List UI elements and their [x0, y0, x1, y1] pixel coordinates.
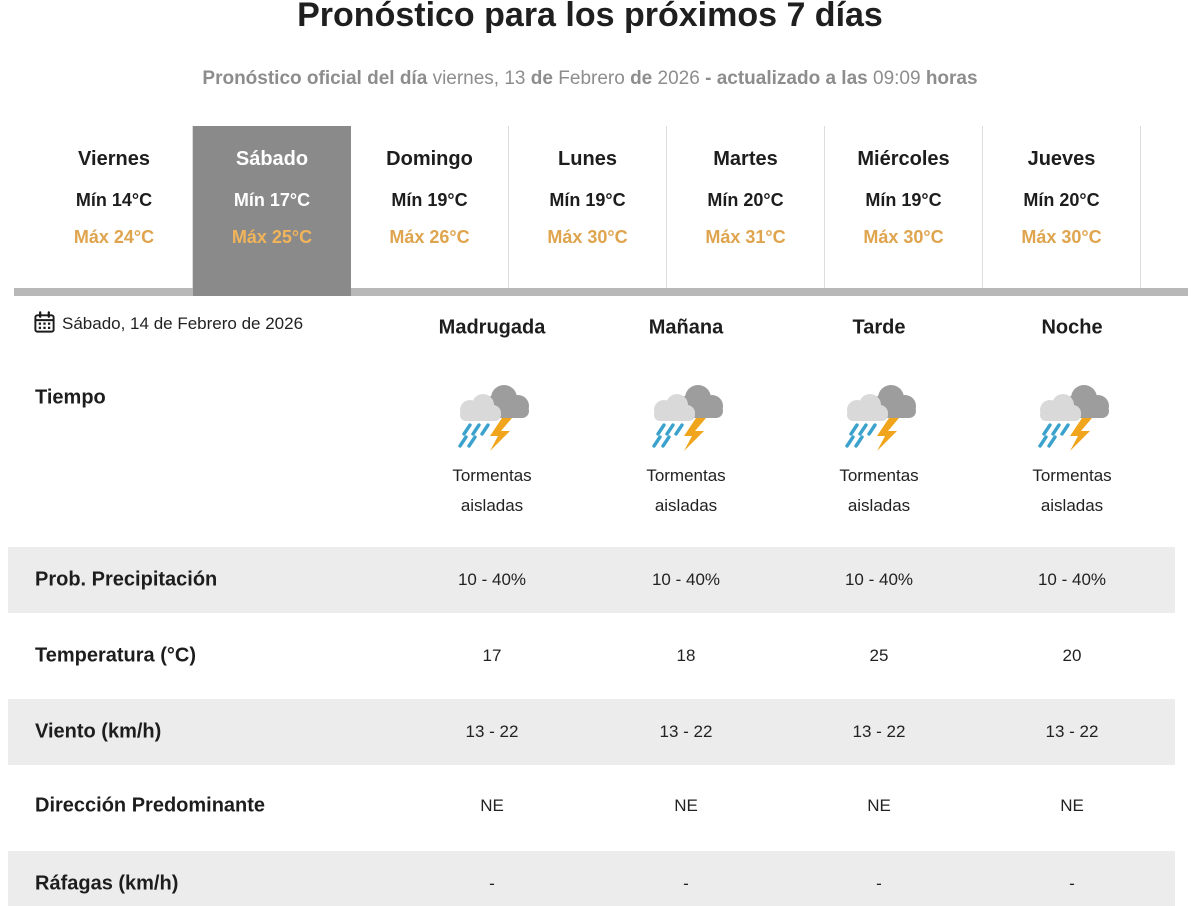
row-band [8, 547, 1175, 613]
viento-value: 13 - 22 [852, 722, 906, 741]
row-label-precipitacion: Prob. Precipitación [35, 568, 218, 591]
precipitacion-value: 10 - 40% [651, 570, 721, 589]
calendar-icon [33, 311, 56, 339]
day-tab-min-temp: Mín 20°C [707, 190, 784, 210]
day-tab-label: Viernes [78, 148, 150, 170]
storm-clouds-lightning-icon [1028, 385, 1116, 456]
subtitle-segment: 09:09 [873, 68, 926, 89]
weather-condition-text: Tormentas aisladas [839, 466, 919, 515]
period-header-manana: Mañana [648, 316, 724, 339]
rafagas-value: - [876, 874, 882, 893]
day-tab-max-temp: Máx 30°C [547, 227, 628, 247]
subtitle-segment: Febrero [558, 68, 631, 89]
row-band [8, 699, 1175, 765]
day-tab-max-temp: Máx 30°C [1021, 227, 1102, 247]
precipitacion-value: 10 - 40% [844, 570, 914, 589]
row-label-direccion: Dirección Predominante [35, 794, 266, 817]
weather-condition-text: Tormentas aisladas [452, 466, 532, 515]
weather-condition-text: Tormentas aisladas [1032, 466, 1112, 515]
day-tab-miercoles[interactable]: Miércoles Mín 19°C Máx 30°C [825, 126, 983, 288]
day-tab-label: Lunes [558, 148, 617, 170]
subtitle-segment: horas [925, 68, 978, 89]
day-tab-min-temp: Mín 19°C [391, 190, 468, 210]
day-tab-label: Sábado [235, 148, 309, 170]
viento-value: 13 - 22 [465, 722, 519, 741]
row-label-temperatura: Temperatura (°C) [35, 644, 196, 667]
row-label-viento: Viento (km/h) [35, 720, 162, 743]
viento-value: 13 - 22 [1045, 722, 1099, 741]
subtitle-segment: de [630, 68, 653, 89]
forecast-subtitle: Pronóstico oficial del día viernes, 13 d… [0, 68, 1180, 90]
weather-condition-text: Tormentas aisladas [646, 466, 726, 515]
day-tab-min-temp: Mín 14°C [75, 190, 153, 210]
day-tab-label: Jueves [1027, 148, 1096, 170]
selected-date-label: Sábado, 14 de Febrero de 2026 [62, 314, 304, 333]
day-tab-min-temp: Mín 17°C [233, 190, 311, 210]
day-tab-lunes[interactable]: Lunes Mín 19°C Máx 30°C [509, 126, 667, 288]
tabs-scrollbar[interactable] [14, 288, 1188, 296]
day-tab-viernes[interactable]: Viernes Mín 14°C Máx 24°C [35, 126, 193, 288]
page-title: Pronóstico para los próximos 7 días [297, 0, 883, 34]
day-tab-label: Domingo [386, 148, 473, 170]
direccion-value: NE [1060, 796, 1084, 815]
day-tab-max-temp: Máx 24°C [73, 227, 155, 247]
rafagas-value: - [489, 874, 495, 893]
subtitle-segment: Pronóstico oficial del día [202, 68, 428, 89]
precipitacion-value: 10 - 40% [1037, 570, 1107, 589]
direccion-value: NE [674, 796, 698, 815]
day-tab-sabado-selected[interactable]: Sábado Mín 17°C Máx 25°C [193, 126, 351, 296]
day-tab-label: Miércoles [857, 148, 950, 170]
weather-cell-madrugada: Tormentas aisladas [417, 380, 567, 521]
period-header-tarde: Tarde [852, 316, 906, 339]
rafagas-value: - [1069, 874, 1075, 893]
temperatura-value: 25 [869, 646, 889, 665]
subtitle-segment: 2026 [657, 68, 706, 89]
weather-cell-tarde: Tormentas aisladas [804, 380, 954, 521]
day-tab-martes[interactable]: Martes Mín 20°C Máx 31°C [667, 126, 825, 288]
temperatura-value: 20 [1062, 646, 1082, 665]
temperatura-value: 17 [482, 646, 502, 665]
weather-cell-manana: Tormentas aisladas [611, 380, 761, 521]
day-tab-min-temp: Mín 20°C [1023, 190, 1100, 210]
day-tab-max-temp: Máx 26°C [389, 227, 470, 247]
precipitacion-value: 10 - 40% [457, 570, 527, 589]
row-label-tiempo: Tiempo [35, 386, 106, 409]
subtitle-segment: de [530, 68, 553, 89]
period-header-noche: Noche [1041, 316, 1103, 339]
day-tab-jueves[interactable]: Jueves Mín 20°C Máx 30°C [983, 126, 1141, 288]
day-tab-domingo[interactable]: Domingo Mín 19°C Máx 26°C [351, 126, 509, 288]
day-tab-min-temp: Mín 19°C [549, 190, 626, 210]
direccion-value: NE [480, 796, 504, 815]
day-tab-max-temp: Máx 25°C [231, 227, 313, 247]
subtitle-segment: - actualizado a las [705, 68, 868, 89]
day-tabs: Viernes Mín 14°C Máx 24°C Sábado Mín 17°… [35, 126, 1141, 296]
period-header-madrugada: Madrugada [438, 316, 546, 339]
rafagas-value: - [683, 874, 689, 893]
temperatura-value: 18 [676, 646, 696, 665]
day-tab-max-temp: Máx 31°C [705, 227, 786, 247]
storm-clouds-lightning-icon [642, 385, 730, 456]
direccion-value: NE [867, 796, 891, 815]
viento-value: 13 - 22 [659, 722, 713, 741]
row-label-rafagas: Ráfagas (km/h) [35, 872, 179, 895]
weather-cell-noche: Tormentas aisladas [997, 380, 1147, 521]
day-tab-label: Martes [713, 148, 778, 170]
subtitle-segment: viernes, 13 [432, 68, 531, 89]
day-tab-min-temp: Mín 19°C [865, 190, 942, 210]
storm-clouds-lightning-icon [835, 385, 923, 456]
day-tab-max-temp: Máx 30°C [863, 227, 944, 247]
storm-clouds-lightning-icon [448, 385, 536, 456]
row-band [8, 851, 1175, 906]
